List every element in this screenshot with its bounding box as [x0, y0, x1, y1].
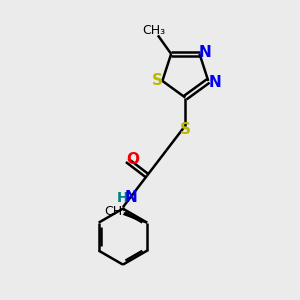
- Text: N: N: [125, 190, 138, 206]
- Text: O: O: [126, 152, 139, 167]
- Text: H: H: [117, 191, 129, 205]
- Text: N: N: [208, 75, 221, 90]
- Text: S: S: [152, 74, 163, 88]
- Text: N: N: [199, 45, 211, 60]
- Text: CH₃: CH₃: [142, 24, 165, 38]
- Text: S: S: [180, 122, 191, 137]
- Text: CH₃: CH₃: [104, 205, 127, 218]
